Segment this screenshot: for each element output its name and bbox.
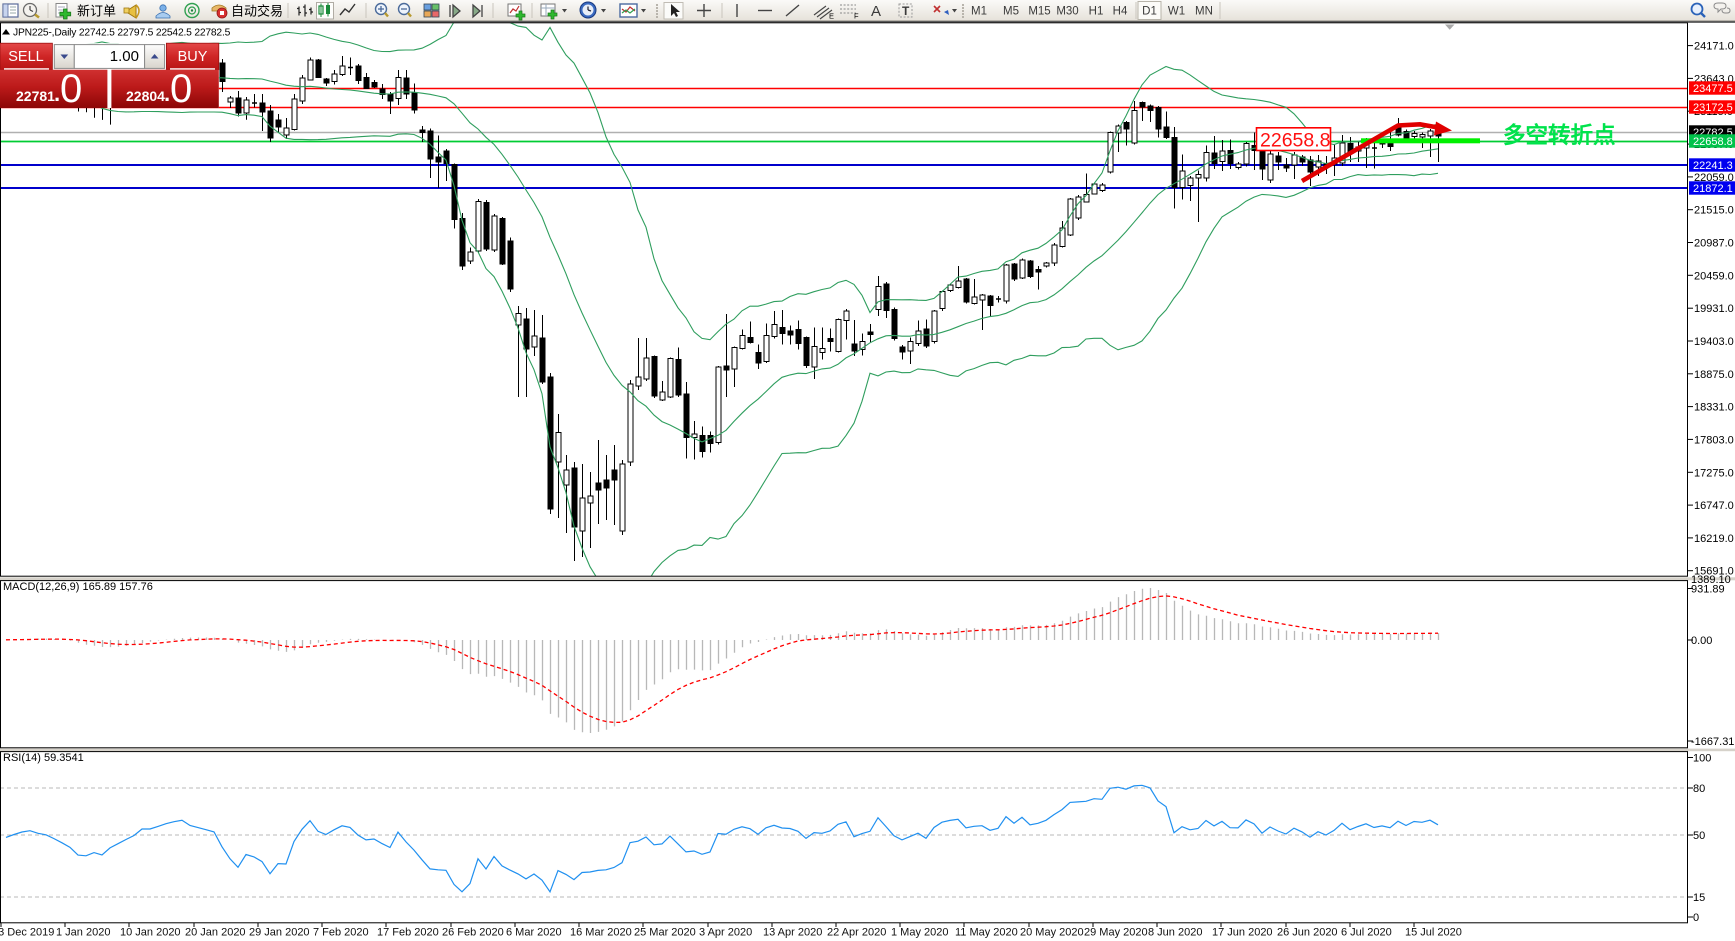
svg-text:23172.5: 23172.5 [1693,102,1733,114]
svg-text:80: 80 [1693,783,1705,795]
svg-text:H1: H1 [1089,6,1104,18]
svg-text:21872.1: 21872.1 [1693,183,1733,195]
svg-text:17803.0: 17803.0 [1694,434,1734,446]
svg-text:17 Feb 2020: 17 Feb 2020 [377,927,439,939]
svg-text:16219.0: 16219.0 [1694,533,1734,545]
svg-text:22804: 22804 [126,88,165,104]
svg-text:0: 0 [170,67,192,111]
svg-text:22241.3: 22241.3 [1693,160,1733,172]
svg-text:M15: M15 [1028,6,1050,18]
svg-text:1 Jan 2020: 1 Jan 2020 [56,927,110,939]
svg-text:17 Jun 2020: 17 Jun 2020 [1212,927,1273,939]
svg-text:0: 0 [1693,912,1699,924]
svg-text:MACD(12,26,9) 165.89 157.76: MACD(12,26,9) 165.89 157.76 [3,581,153,593]
svg-text:0: 0 [60,67,82,111]
svg-text:20987.0: 20987.0 [1694,238,1734,250]
svg-text:M1: M1 [971,6,987,18]
svg-text:22781: 22781 [16,88,55,104]
svg-text:20 Jan 2020: 20 Jan 2020 [185,927,246,939]
svg-text:D1: D1 [1142,6,1157,18]
svg-text:13 Apr 2020: 13 Apr 2020 [763,927,822,939]
svg-text:3 Apr 2020: 3 Apr 2020 [699,927,752,939]
svg-text:15 Jul 2020: 15 Jul 2020 [1405,927,1462,939]
svg-text:18875.0: 18875.0 [1694,369,1734,381]
svg-text:.: . [164,81,170,106]
svg-text:16747.0: 16747.0 [1694,500,1734,512]
svg-text:8 Jun 2020: 8 Jun 2020 [1148,927,1202,939]
svg-text:20 May 2020: 20 May 2020 [1020,927,1084,939]
svg-text:15: 15 [1693,892,1705,904]
svg-text:19403.0: 19403.0 [1694,336,1734,348]
svg-text:MN: MN [1195,6,1213,18]
svg-text:自动交易: 自动交易 [231,4,283,19]
svg-text:29 May 2020: 29 May 2020 [1084,927,1148,939]
svg-text:24171.0: 24171.0 [1694,41,1734,53]
svg-text:17275.0: 17275.0 [1694,467,1734,479]
svg-text:50: 50 [1693,830,1705,842]
svg-text:22658.8: 22658.8 [1693,136,1733,148]
svg-text:1.00: 1.00 [110,48,139,65]
svg-text:BUY: BUY [178,49,208,65]
svg-text:M5: M5 [1003,6,1019,18]
svg-text:26 Jun 2020: 26 Jun 2020 [1277,927,1338,939]
svg-text:18331.0: 18331.0 [1694,402,1734,414]
svg-text:25 Mar 2020: 25 Mar 2020 [634,927,696,939]
svg-text:931.89: 931.89 [1691,584,1725,596]
svg-text:26 Feb 2020: 26 Feb 2020 [442,927,504,939]
svg-text:.: . [54,81,60,106]
svg-text:0.00: 0.00 [1691,635,1712,647]
svg-text:多空转折点: 多空转折点 [1503,122,1616,148]
svg-text:1389.10: 1389.10 [1691,574,1731,586]
svg-text:A: A [871,3,881,20]
svg-text:23477.5: 23477.5 [1693,83,1733,95]
svg-text:11 May 2020: 11 May 2020 [955,927,1018,939]
svg-text:21515.0: 21515.0 [1694,205,1734,217]
svg-text:100: 100 [1693,753,1711,765]
svg-text:E: E [829,12,834,21]
svg-text:RSI(14) 59.3541: RSI(14) 59.3541 [3,752,84,764]
svg-text:H4: H4 [1113,6,1128,18]
svg-text:10 Jan 2020: 10 Jan 2020 [120,927,181,939]
svg-text:22 Apr 2020: 22 Apr 2020 [827,927,886,939]
svg-text:W1: W1 [1168,6,1185,18]
svg-text:F: F [854,12,859,21]
svg-text:M30: M30 [1056,6,1078,18]
svg-text:6 Mar 2020: 6 Mar 2020 [506,927,562,939]
svg-text:SELL: SELL [8,49,43,65]
svg-text:29 Jan 2020: 29 Jan 2020 [249,927,310,939]
svg-text:22059.0: 22059.0 [1694,172,1734,184]
svg-text:6 Jul 2020: 6 Jul 2020 [1341,927,1392,939]
svg-text:7 Feb 2020: 7 Feb 2020 [313,927,369,939]
svg-text:23 Dec 2019: 23 Dec 2019 [0,927,54,939]
svg-text:-1667.31: -1667.31 [1691,736,1734,748]
svg-text:22658.8: 22658.8 [1260,130,1331,152]
svg-text:1 May 2020: 1 May 2020 [891,927,948,939]
svg-text:20459.0: 20459.0 [1694,270,1734,282]
svg-text:JPN225-,Daily 22742.5 22797.5: JPN225-,Daily 22742.5 22797.5 22542.5 22… [13,28,231,39]
svg-text:19931.0: 19931.0 [1694,303,1734,315]
svg-text:T: T [902,4,910,18]
svg-text:15691.0: 15691.0 [1694,566,1734,578]
svg-text:16 Mar 2020: 16 Mar 2020 [570,927,632,939]
svg-text:新订单: 新订单 [77,4,116,19]
